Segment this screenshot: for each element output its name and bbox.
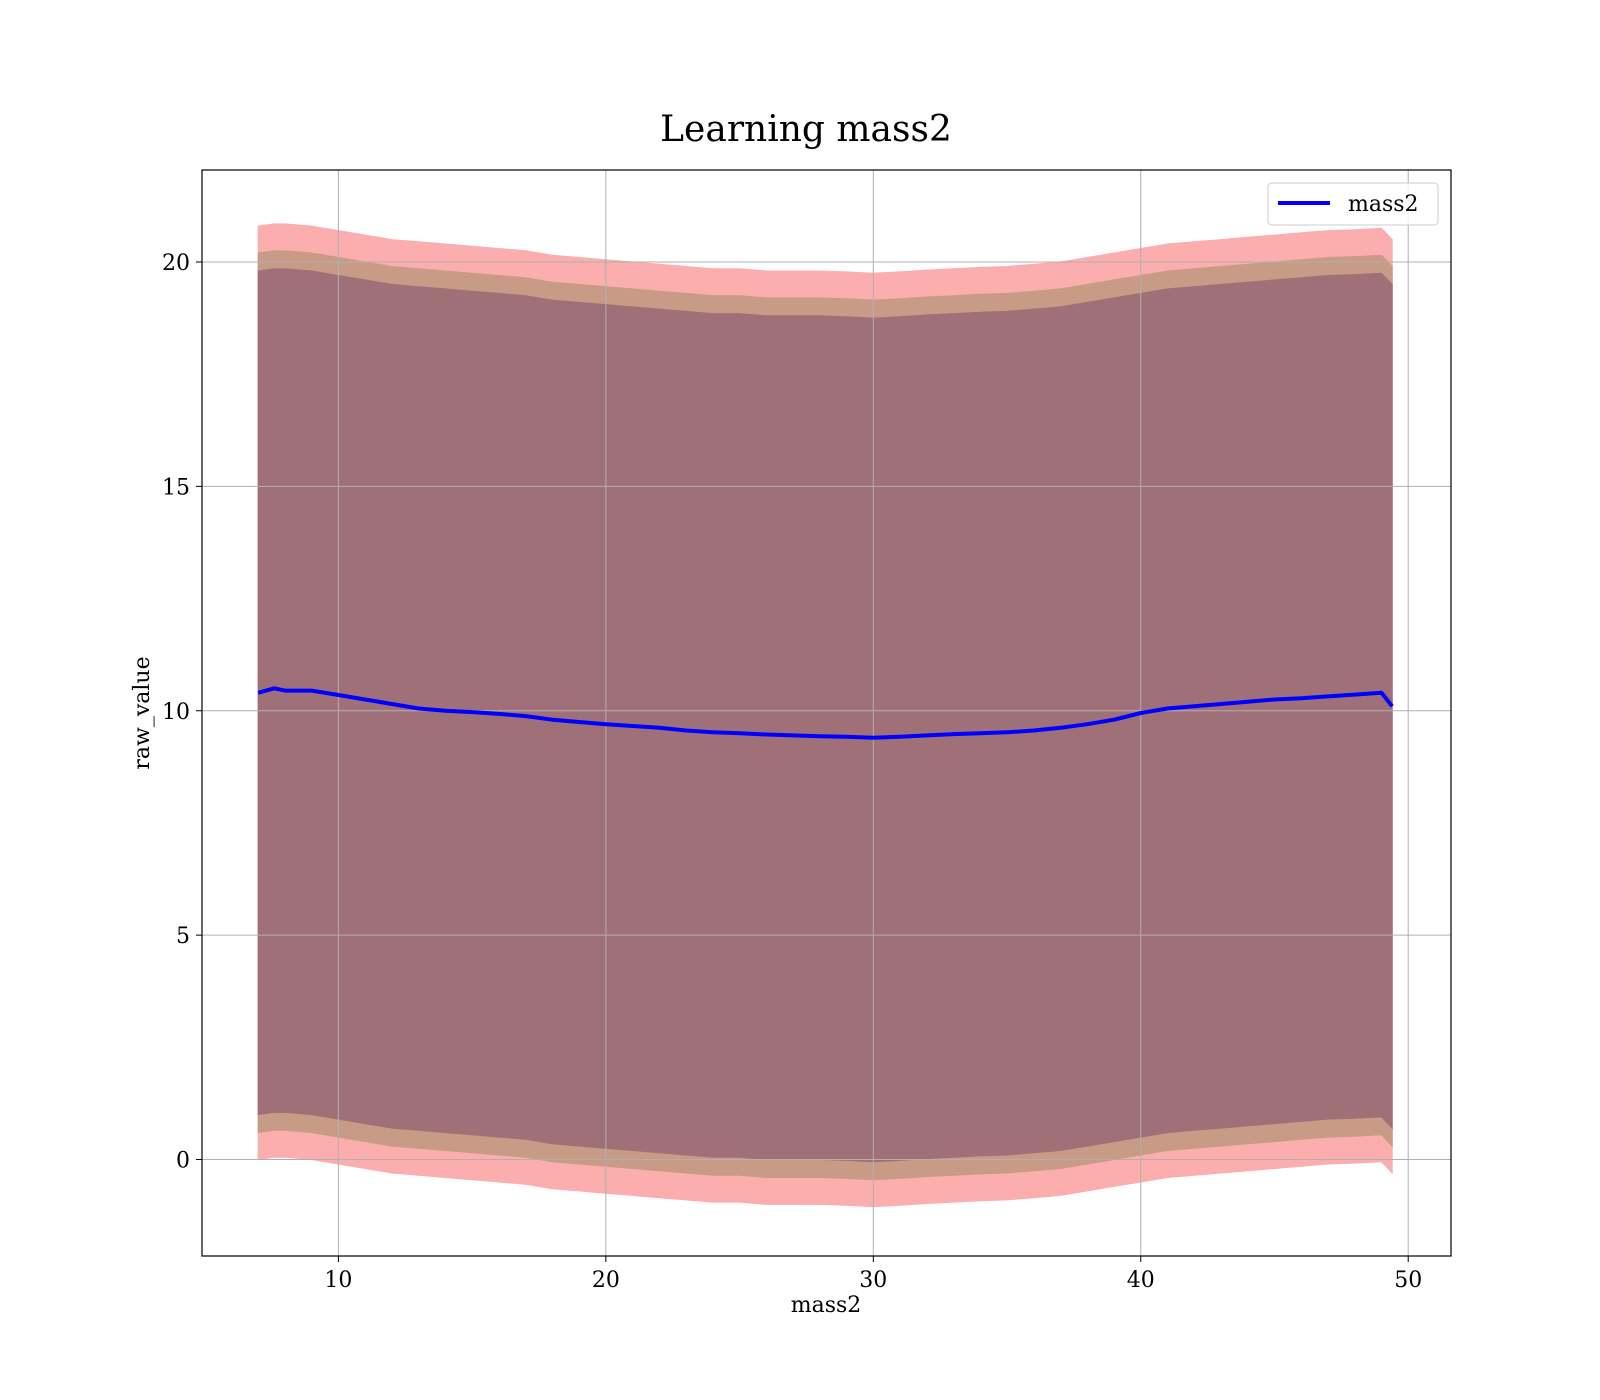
y-tick-label: 5	[176, 924, 190, 949]
x-axis-label: mass2	[791, 1293, 862, 1318]
x-tick-label: 10	[324, 1268, 352, 1293]
legend-box	[1267, 182, 1439, 226]
legend-label-mass2: mass2	[1348, 192, 1419, 217]
x-tick-label: 20	[592, 1268, 620, 1293]
legend: mass2	[1267, 182, 1439, 226]
y-tick-label: 20	[162, 251, 190, 276]
series-line-mass2	[257, 686, 1394, 740]
y-tick-label: 15	[162, 475, 190, 500]
x-tick-label: 50	[1394, 1268, 1422, 1293]
x-tick-label: 30	[859, 1268, 887, 1293]
chart-title: Learning mass2	[660, 109, 952, 150]
band-inner	[257, 268, 1393, 1163]
series-lines	[257, 686, 1394, 740]
y-tick-label: 10	[162, 700, 190, 725]
axis-ticks: 10 20 30 40 50 0 5 10 15 20	[162, 251, 1422, 1293]
grid	[202, 170, 1451, 1256]
confidence-bands	[257, 223, 1393, 1208]
x-tick-label: 40	[1127, 1268, 1155, 1293]
plot-frame	[201, 169, 1452, 1257]
y-tick-label: 0	[176, 1149, 190, 1174]
y-axis-label: raw_value	[130, 656, 155, 769]
